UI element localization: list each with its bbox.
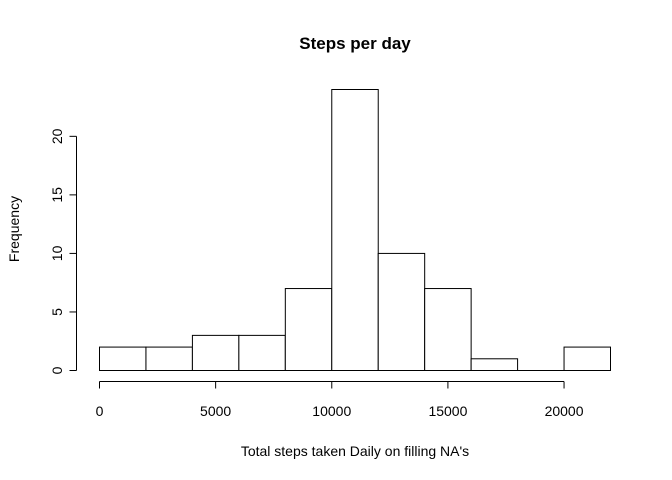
y-axis-label: Frequency: [6, 196, 22, 262]
histogram-bar: [191, 334, 240, 371]
y-tick-label: 5: [49, 308, 65, 316]
x-tick-label: 15000: [428, 403, 467, 419]
histogram-bars: [99, 89, 612, 372]
y-tick-label: 20: [49, 128, 65, 144]
chart-title: Steps per day: [299, 34, 411, 53]
histogram-bar: [470, 358, 519, 371]
y-tick-label: 15: [49, 187, 65, 203]
histogram-bar: [563, 346, 612, 372]
histogram-bar: [145, 346, 193, 372]
x-tick-label: 10000: [312, 403, 351, 419]
histogram-bar: [284, 288, 333, 371]
histogram-bar: [331, 89, 379, 371]
histogram-bar: [424, 288, 472, 371]
y-tick-label: 10: [49, 245, 65, 261]
x-tick-label: 20000: [545, 403, 584, 419]
y-axis: 0 5 10 15 20: [49, 128, 77, 374]
histogram-bar: [99, 346, 147, 372]
x-tick-label: 0: [96, 403, 104, 419]
histogram-bar: [238, 334, 286, 371]
histogram-bar: [377, 252, 426, 372]
x-axis-label: Total steps taken Daily on filling NA's: [241, 443, 469, 459]
x-tick-label: 5000: [200, 403, 231, 419]
x-axis: 0 5000 10000 15000 20000: [96, 381, 584, 419]
y-tick-label: 0: [49, 366, 65, 374]
